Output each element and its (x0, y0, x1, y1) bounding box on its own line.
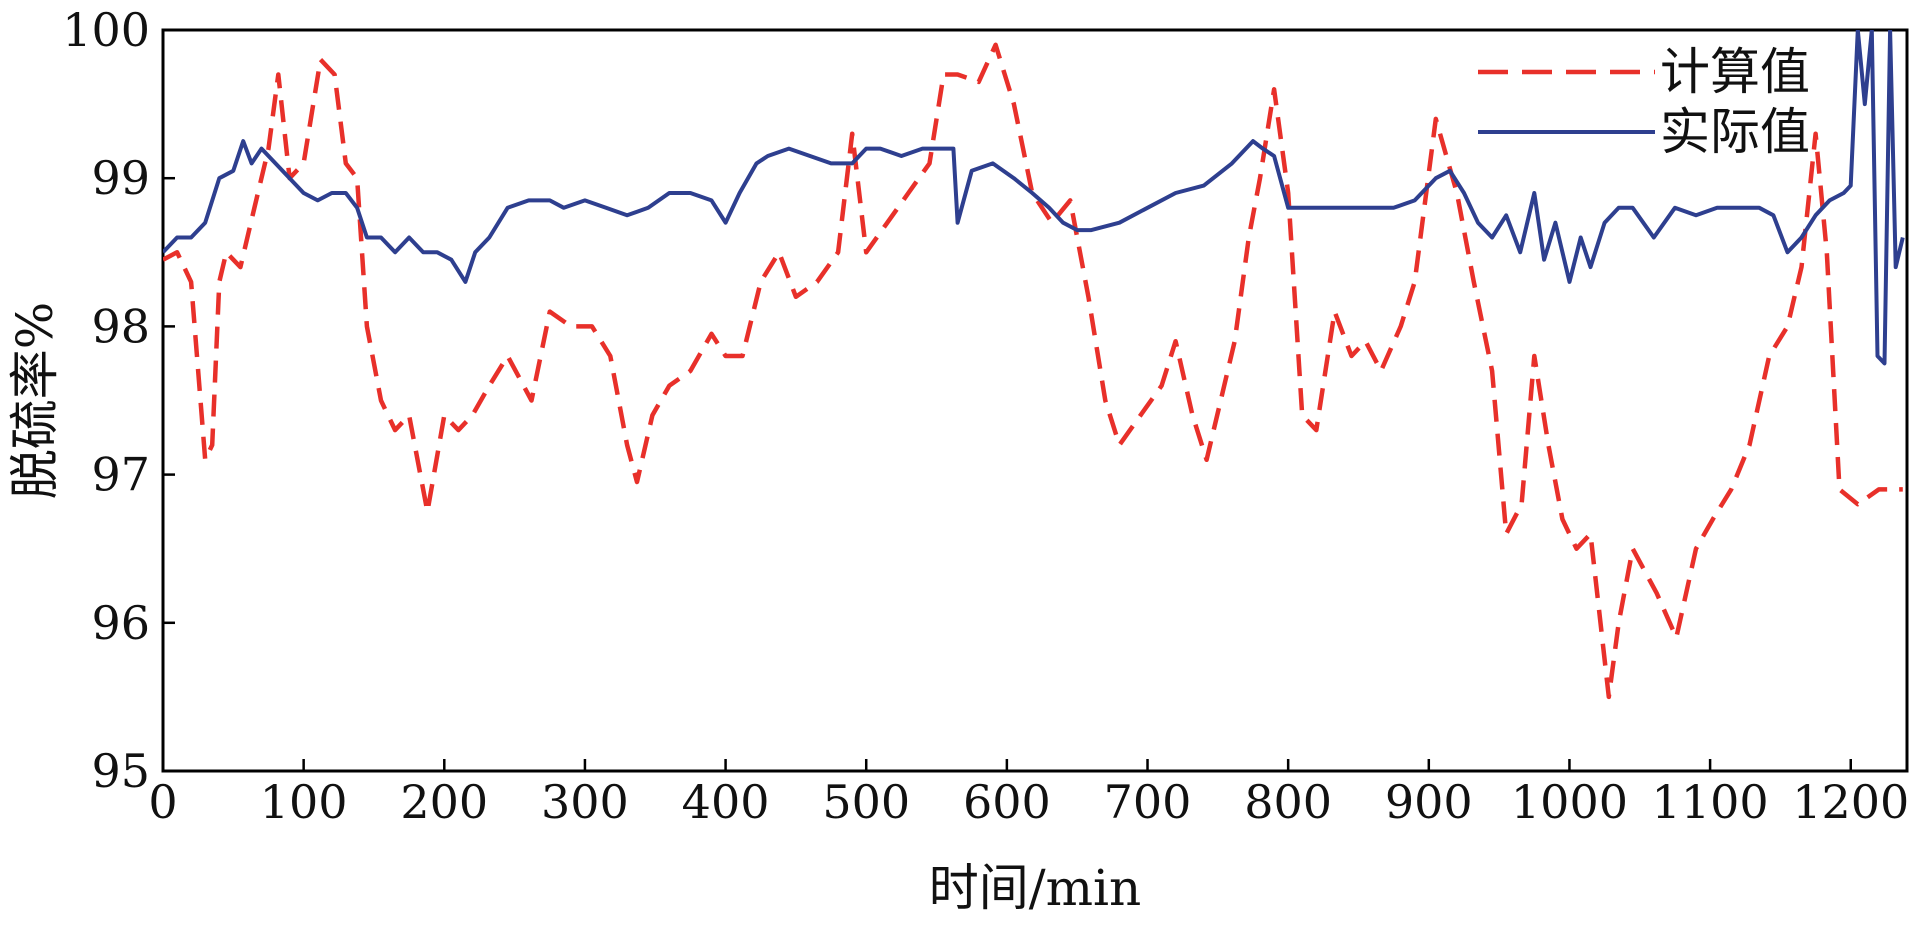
x-tick-label: 300 (541, 775, 629, 829)
y-tick-label: 100 (62, 3, 150, 57)
x-tick-label: 200 (400, 775, 488, 829)
y-tick-label: 97 (91, 448, 150, 502)
plot-frame (161, 28, 1909, 773)
y-tick-label: 98 (91, 299, 150, 353)
y-tick-label: 99 (91, 151, 150, 205)
x-tick-label: 1200 (1792, 775, 1909, 829)
x-tick-label: 1100 (1652, 775, 1769, 829)
y-axis-title: 脱硫率% (6, 302, 64, 500)
x-tick-label: 100 (260, 775, 348, 829)
series-line-actual (163, 30, 1905, 366)
x-tick-label: 1000 (1511, 775, 1628, 829)
x-tick-label: 700 (1104, 775, 1192, 829)
legend-label-calculated: 计算值 (1660, 43, 1810, 101)
legend-label-actual: 实际值 (1660, 103, 1810, 161)
x-tick-label: 900 (1385, 775, 1473, 829)
x-tick-label: 0 (148, 775, 177, 829)
x-tick-label: 400 (682, 775, 770, 829)
series-group (163, 30, 1905, 700)
x-tick-label: 500 (822, 775, 910, 829)
x-tick-label: 600 (963, 775, 1051, 829)
x-tick-label: 800 (1244, 775, 1332, 829)
x-axis-title: 时间/min (929, 859, 1141, 917)
axes-group: 0 100 200 300 400 500 600 700 800 900 1000 1100 1200… (62, 3, 1909, 829)
y-tick-label: 96 (91, 596, 150, 650)
y-tick-label: 95 (91, 744, 150, 798)
series-line-calculated (163, 42, 1903, 700)
